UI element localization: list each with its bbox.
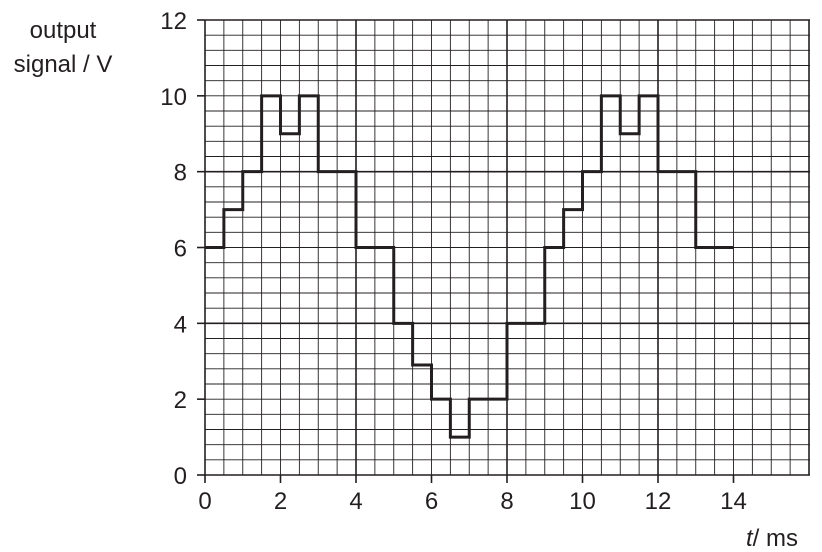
x-tick-label: 12 <box>645 488 672 515</box>
major-grid <box>197 19 810 483</box>
y-tick-label: 8 <box>174 160 187 187</box>
output-signal-step-line <box>205 94 734 439</box>
y-tick-label: 2 <box>174 387 187 414</box>
x-axis-unit: / ms <box>753 525 798 552</box>
x-tick-label: 6 <box>425 488 438 515</box>
y-tick-label: 6 <box>174 236 187 263</box>
y-tick-label: 0 <box>174 463 187 490</box>
x-tick-label: 2 <box>274 488 287 515</box>
y-axis-title-line-1: output <box>30 17 97 44</box>
x-axis-title: t/ ms <box>746 525 798 552</box>
x-tick-label: 10 <box>569 488 596 515</box>
x-tick-label: 8 <box>500 488 513 515</box>
x-tick-labels: 0 2 4 6 8 10 12 14 <box>198 488 747 515</box>
y-tick-label: 12 <box>160 8 187 35</box>
y-tick-label: 4 <box>174 311 187 338</box>
y-tick-labels: 0 2 4 6 8 10 12 <box>160 8 187 490</box>
x-tick-label: 14 <box>720 488 747 515</box>
x-tick-label: 4 <box>349 488 362 515</box>
y-tick-label: 10 <box>160 84 187 111</box>
x-tick-label: 0 <box>198 488 211 515</box>
y-axis-title-line-2: signal / V <box>14 51 113 78</box>
x-axis-variable: t <box>746 525 754 552</box>
